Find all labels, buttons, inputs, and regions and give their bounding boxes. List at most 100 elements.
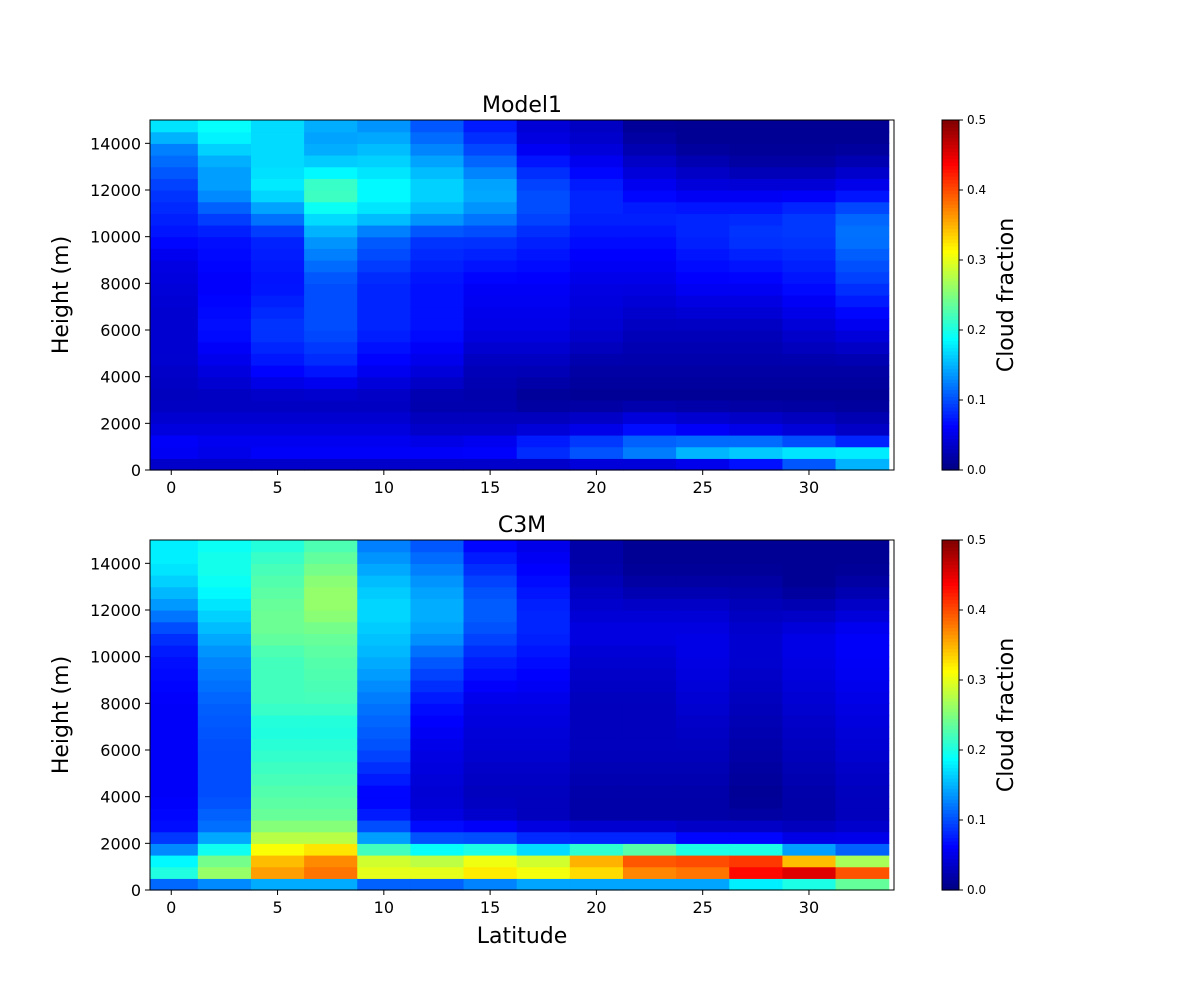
y-tick-label: 8000 bbox=[100, 694, 141, 713]
heatmap-cell bbox=[357, 691, 411, 704]
heatmap-cell bbox=[676, 703, 730, 716]
heatmap-cell bbox=[150, 295, 199, 308]
heatmap-cell bbox=[516, 283, 571, 296]
y-tick-label: 6000 bbox=[100, 741, 141, 760]
heatmap-cell bbox=[197, 131, 252, 144]
heatmap-cell bbox=[516, 155, 571, 168]
heatmap-cell bbox=[516, 295, 571, 308]
heatmap-cell bbox=[516, 773, 571, 786]
heatmap-cell bbox=[569, 540, 624, 553]
heatmap-cell bbox=[463, 225, 518, 238]
colorbar-segment bbox=[942, 274, 959, 279]
heatmap-cell bbox=[622, 738, 677, 751]
heatmap-cell bbox=[357, 656, 411, 669]
heatmap-cell bbox=[729, 621, 783, 634]
heatmap-cell bbox=[569, 843, 624, 856]
heatmap-cell bbox=[304, 388, 358, 401]
heatmap-cell bbox=[463, 598, 518, 611]
heatmap-cell bbox=[569, 213, 624, 226]
heatmap-cell bbox=[150, 656, 199, 669]
x-tick-label: 15 bbox=[480, 478, 500, 497]
heatmap-cell bbox=[357, 738, 411, 751]
heatmap-cell bbox=[835, 120, 890, 133]
heatmap-cell bbox=[150, 190, 199, 203]
colorbar-segment bbox=[942, 277, 959, 282]
heatmap-cell bbox=[197, 271, 252, 284]
heatmap-cell bbox=[729, 166, 783, 179]
colorbar-segment bbox=[942, 841, 959, 846]
colorbar-segment bbox=[942, 456, 959, 461]
heatmap-cell bbox=[463, 306, 518, 319]
colorbar-segment bbox=[942, 393, 959, 398]
heatmap-cell bbox=[569, 318, 624, 331]
colorbar-segment bbox=[942, 165, 959, 170]
heatmap-cell bbox=[197, 236, 252, 249]
heatmap-cell bbox=[729, 248, 783, 261]
heatmap-cell bbox=[782, 808, 837, 821]
heatmap-cell bbox=[729, 726, 783, 739]
colorbar-segment bbox=[942, 186, 959, 191]
colorbar-segment bbox=[942, 641, 959, 646]
heatmap-cell bbox=[782, 598, 837, 611]
heatmap-cell bbox=[676, 120, 730, 133]
heatmap-cell bbox=[835, 703, 890, 716]
heatmap-cell bbox=[835, 761, 890, 774]
heatmap-cell bbox=[516, 738, 571, 751]
heatmap-cell bbox=[410, 166, 465, 179]
heatmap-cell bbox=[516, 540, 571, 553]
heatmap-cell bbox=[622, 446, 677, 459]
heatmap-cell bbox=[357, 388, 411, 401]
heatmap-cell bbox=[150, 201, 199, 214]
colorbar-segment bbox=[942, 820, 959, 825]
heatmap-cell bbox=[516, 563, 571, 576]
heatmap-cell bbox=[676, 691, 730, 704]
colorbar-segment bbox=[942, 694, 959, 699]
colorbar-segment bbox=[942, 680, 959, 685]
heatmap-cell bbox=[197, 306, 252, 319]
heatmap-cell bbox=[835, 575, 890, 588]
heatmap-cell bbox=[197, 120, 252, 133]
heatmap-cell bbox=[782, 341, 837, 354]
heatmap-cell bbox=[197, 831, 252, 844]
heatmap-cell bbox=[410, 586, 465, 599]
heatmap-cell bbox=[782, 201, 837, 214]
heatmap-cell bbox=[622, 131, 677, 144]
heatmap-cell bbox=[622, 563, 677, 576]
heatmap-cell bbox=[516, 166, 571, 179]
heatmap-cell bbox=[197, 773, 252, 786]
heatmap-cell bbox=[622, 575, 677, 588]
heatmap-cell bbox=[622, 271, 677, 284]
heatmap-cell bbox=[729, 563, 783, 576]
heatmap-cell bbox=[463, 446, 518, 459]
heatmap-cell bbox=[729, 540, 783, 553]
heatmap-cell bbox=[569, 808, 624, 821]
colorbar-segment bbox=[942, 767, 959, 772]
colorbar-segment bbox=[942, 253, 959, 258]
heatmap-cell bbox=[150, 178, 199, 191]
heatmap-cell bbox=[782, 621, 837, 634]
heatmap-cell bbox=[569, 633, 624, 646]
heatmap-cell bbox=[250, 341, 305, 354]
heatmap-cell bbox=[676, 225, 730, 238]
colorbar-segment bbox=[942, 662, 959, 667]
heatmap-cell bbox=[729, 878, 783, 891]
colorbar-segment bbox=[942, 197, 959, 202]
heatmap-cell bbox=[410, 295, 465, 308]
heatmap-cell bbox=[250, 575, 305, 588]
heatmap-cell bbox=[304, 248, 358, 261]
heatmap-cell bbox=[410, 633, 465, 646]
heatmap-cell bbox=[250, 598, 305, 611]
heatmap-cell bbox=[729, 143, 783, 156]
heatmap-cell bbox=[676, 563, 730, 576]
heatmap-cell bbox=[250, 715, 305, 728]
heatmap-cell bbox=[835, 155, 890, 168]
colorbar-segment bbox=[942, 155, 959, 160]
heatmap-cell bbox=[150, 330, 199, 343]
colorbar-tick-label: 0.3 bbox=[967, 253, 986, 267]
colorbar-segment bbox=[942, 281, 959, 286]
heatmap-cell bbox=[622, 306, 677, 319]
heatmap-cell bbox=[197, 878, 252, 891]
heatmap-cell bbox=[676, 878, 730, 891]
heatmap-cell bbox=[516, 586, 571, 599]
heatmap-cell bbox=[676, 773, 730, 786]
